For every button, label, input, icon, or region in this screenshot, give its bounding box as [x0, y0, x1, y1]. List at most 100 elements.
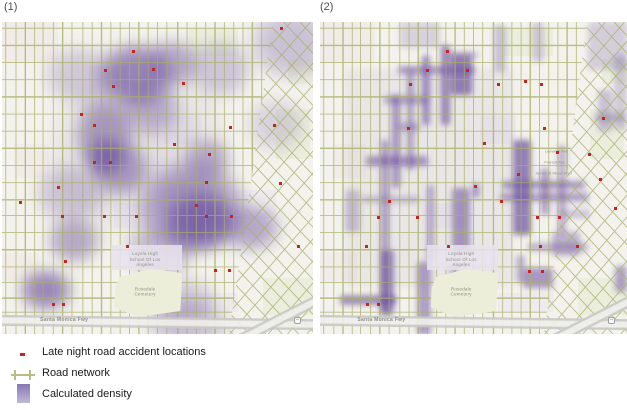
accident-dot [415, 215, 419, 219]
accident-dot [376, 302, 380, 306]
accident-dot [588, 153, 592, 157]
accident-dot [527, 270, 531, 274]
accident-dot [555, 150, 559, 154]
accident-dot [447, 244, 451, 248]
accident-dot [557, 216, 561, 220]
city-block [479, 115, 517, 144]
accident-dot [61, 214, 65, 218]
accident-dot [109, 160, 113, 164]
accident-dot [425, 68, 429, 72]
cemetery-area [430, 268, 499, 317]
accident-dot [173, 143, 177, 147]
city-block [2, 22, 58, 63]
density-segment [528, 242, 588, 251]
density-segment [515, 255, 525, 284]
accident-dot [523, 80, 527, 84]
road-tick-icon [29, 370, 31, 380]
freeway-label: Santa Monica Fwy [40, 317, 89, 324]
accident-dot [228, 269, 232, 273]
density-segment [381, 139, 390, 315]
density-segment [406, 70, 414, 171]
accident-dot [614, 207, 618, 211]
accident-dot [538, 245, 542, 249]
accident-dot [466, 68, 470, 72]
accident-dot [126, 244, 130, 248]
accident-dot [19, 201, 23, 205]
accident-dot [473, 184, 477, 188]
density-segment [541, 168, 549, 216]
density-segment [494, 25, 507, 73]
accident-dot [388, 199, 392, 203]
density-segment [399, 22, 440, 48]
accident-dot [112, 85, 116, 89]
accident-dot [93, 160, 97, 164]
panel1-label: (1) [4, 1, 18, 13]
map-panel-kernel-density: Loyola High School Of Los Angeles Rosedal… [2, 22, 313, 334]
density-blob [120, 81, 183, 138]
map-panel-network-density: Loyola High School Of Los Angeles Rosedal… [320, 22, 627, 334]
accident-dot [204, 214, 208, 218]
accident-dot [576, 245, 580, 249]
area-label: Loyola High School Of Los Angeles [129, 251, 161, 267]
accident-dot [230, 214, 234, 218]
accident-dot [539, 82, 543, 86]
accident-dot [102, 214, 106, 218]
density-segment [427, 184, 435, 262]
accident-dot [194, 203, 198, 207]
density-segment [502, 181, 585, 190]
accident-dot [205, 181, 209, 185]
accident-dot [296, 244, 300, 248]
street-label: Francis Ave [544, 159, 566, 165]
accident-dot [499, 199, 503, 203]
accident-dot [182, 81, 186, 85]
density-segment [421, 55, 430, 125]
density-blob [182, 137, 233, 182]
density-segment [557, 144, 566, 235]
accident-dot [366, 302, 370, 306]
density-swatch-icon [17, 384, 30, 403]
legend-accidents-label: Late night road accident locations [42, 346, 206, 358]
density-segment [366, 155, 429, 166]
accident-dot [365, 245, 369, 249]
accident-dot [151, 67, 155, 71]
freeway-shield-icon [293, 317, 301, 325]
accident-dot [135, 214, 139, 218]
street-label: James M Wood Blvd [535, 170, 572, 176]
accident-dot [80, 112, 84, 116]
density-blob [163, 190, 239, 253]
school-area [427, 245, 499, 271]
legend-density-label: Calculated density [42, 388, 132, 400]
accident-dot [483, 142, 487, 146]
accident-dot [214, 269, 218, 273]
legend-road-label: Road network [42, 367, 110, 379]
city-block [188, 28, 239, 57]
accident-dot [229, 125, 233, 129]
accident-dot [445, 50, 449, 54]
accident-dot [535, 215, 539, 219]
city-block [163, 115, 202, 144]
density-segment [472, 182, 479, 198]
density-segment [452, 187, 471, 252]
accident-dot [542, 126, 546, 130]
area-label: Loyola High School Of Los Angeles [445, 251, 477, 267]
city-block [320, 22, 376, 63]
accident-dot [104, 68, 108, 72]
accident-dot [409, 82, 413, 86]
cemetery-area [113, 268, 183, 317]
accident-point-icon [20, 353, 25, 356]
freeway-shield-icon [607, 317, 615, 325]
accident-dot [280, 27, 284, 31]
accident-dot [57, 185, 61, 189]
city-block [504, 28, 554, 57]
density-blob [185, 37, 254, 100]
density-segment [560, 210, 591, 219]
area-label: Rosedale Cemetery [134, 286, 156, 297]
accident-dot [63, 260, 67, 264]
accident-dot [279, 182, 283, 186]
density-segment [532, 22, 545, 62]
density-segment [594, 114, 626, 123]
density-blob [33, 162, 108, 225]
accident-dot [599, 178, 603, 182]
road-network-icon [11, 370, 35, 380]
